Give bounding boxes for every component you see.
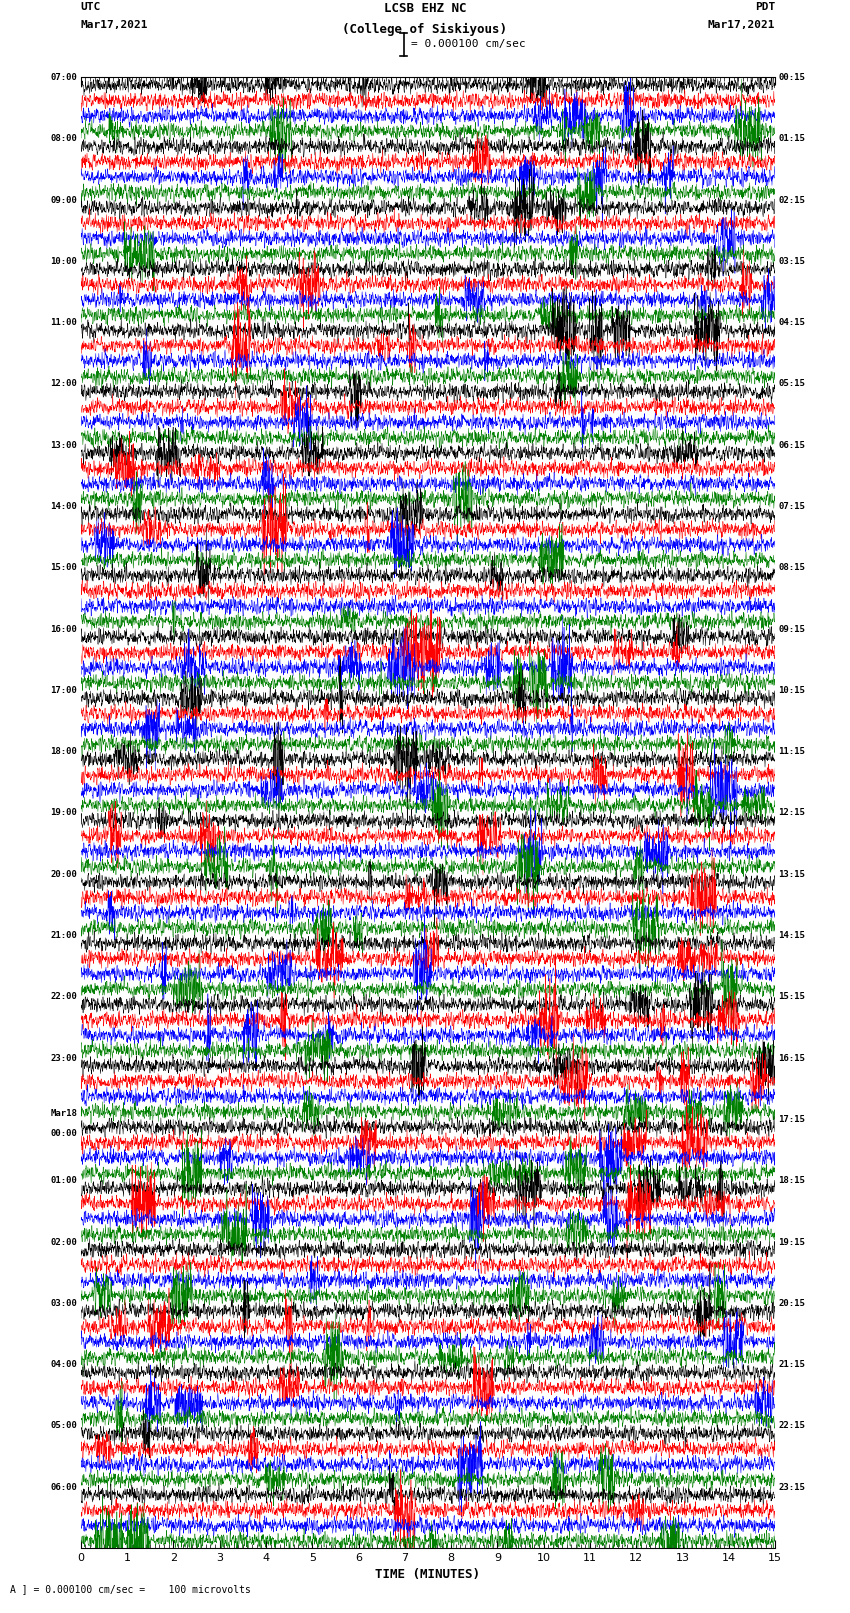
Text: Mar18: Mar18 (50, 1108, 77, 1118)
Text: 09:00: 09:00 (50, 195, 77, 205)
Text: 01:15: 01:15 (779, 134, 806, 144)
Text: 15:15: 15:15 (779, 992, 806, 1002)
Text: 10:15: 10:15 (779, 686, 806, 695)
Text: 22:15: 22:15 (779, 1421, 806, 1431)
Text: UTC: UTC (81, 3, 101, 13)
Text: 07:15: 07:15 (779, 502, 806, 511)
Text: 18:00: 18:00 (50, 747, 77, 756)
Text: 15:00: 15:00 (50, 563, 77, 573)
Text: 02:15: 02:15 (779, 195, 806, 205)
Text: 20:00: 20:00 (50, 869, 77, 879)
Text: 19:00: 19:00 (50, 808, 77, 818)
Text: 05:15: 05:15 (779, 379, 806, 389)
Text: LCSB EHZ NC: LCSB EHZ NC (383, 3, 467, 16)
Text: 09:15: 09:15 (779, 624, 806, 634)
Text: 17:15: 17:15 (779, 1115, 806, 1124)
Text: = 0.000100 cm/sec: = 0.000100 cm/sec (411, 39, 525, 50)
Text: 08:00: 08:00 (50, 134, 77, 144)
Text: 13:15: 13:15 (779, 869, 806, 879)
Text: 04:15: 04:15 (779, 318, 806, 327)
Text: 12:15: 12:15 (779, 808, 806, 818)
Text: 03:15: 03:15 (779, 256, 806, 266)
Text: 18:15: 18:15 (779, 1176, 806, 1186)
Text: 11:15: 11:15 (779, 747, 806, 756)
Text: 23:00: 23:00 (50, 1053, 77, 1063)
Text: 05:00: 05:00 (50, 1421, 77, 1431)
Text: 02:00: 02:00 (50, 1237, 77, 1247)
Text: Mar17,2021: Mar17,2021 (81, 19, 148, 31)
Text: 14:00: 14:00 (50, 502, 77, 511)
Text: 16:00: 16:00 (50, 624, 77, 634)
Text: 03:00: 03:00 (50, 1298, 77, 1308)
Text: 08:15: 08:15 (779, 563, 806, 573)
Text: 13:00: 13:00 (50, 440, 77, 450)
Text: 00:15: 00:15 (779, 73, 806, 82)
Text: 23:15: 23:15 (779, 1482, 806, 1492)
Text: 06:00: 06:00 (50, 1482, 77, 1492)
Text: 10:00: 10:00 (50, 256, 77, 266)
Text: 21:00: 21:00 (50, 931, 77, 940)
Text: 11:00: 11:00 (50, 318, 77, 327)
Text: 06:15: 06:15 (779, 440, 806, 450)
Text: PDT: PDT (755, 3, 775, 13)
Text: 17:00: 17:00 (50, 686, 77, 695)
Text: Mar17,2021: Mar17,2021 (708, 19, 775, 31)
Text: 21:15: 21:15 (779, 1360, 806, 1369)
Text: 22:00: 22:00 (50, 992, 77, 1002)
X-axis label: TIME (MINUTES): TIME (MINUTES) (376, 1568, 480, 1581)
Text: 14:15: 14:15 (779, 931, 806, 940)
Text: 19:15: 19:15 (779, 1237, 806, 1247)
Text: 07:00: 07:00 (50, 73, 77, 82)
Text: A ] = 0.000100 cm/sec =    100 microvolts: A ] = 0.000100 cm/sec = 100 microvolts (10, 1584, 251, 1594)
Text: 16:15: 16:15 (779, 1053, 806, 1063)
Text: 12:00: 12:00 (50, 379, 77, 389)
Text: 01:00: 01:00 (50, 1176, 77, 1186)
Text: 00:00: 00:00 (50, 1129, 77, 1139)
Text: (College of Siskiyous): (College of Siskiyous) (343, 24, 507, 37)
Text: 04:00: 04:00 (50, 1360, 77, 1369)
Text: 20:15: 20:15 (779, 1298, 806, 1308)
